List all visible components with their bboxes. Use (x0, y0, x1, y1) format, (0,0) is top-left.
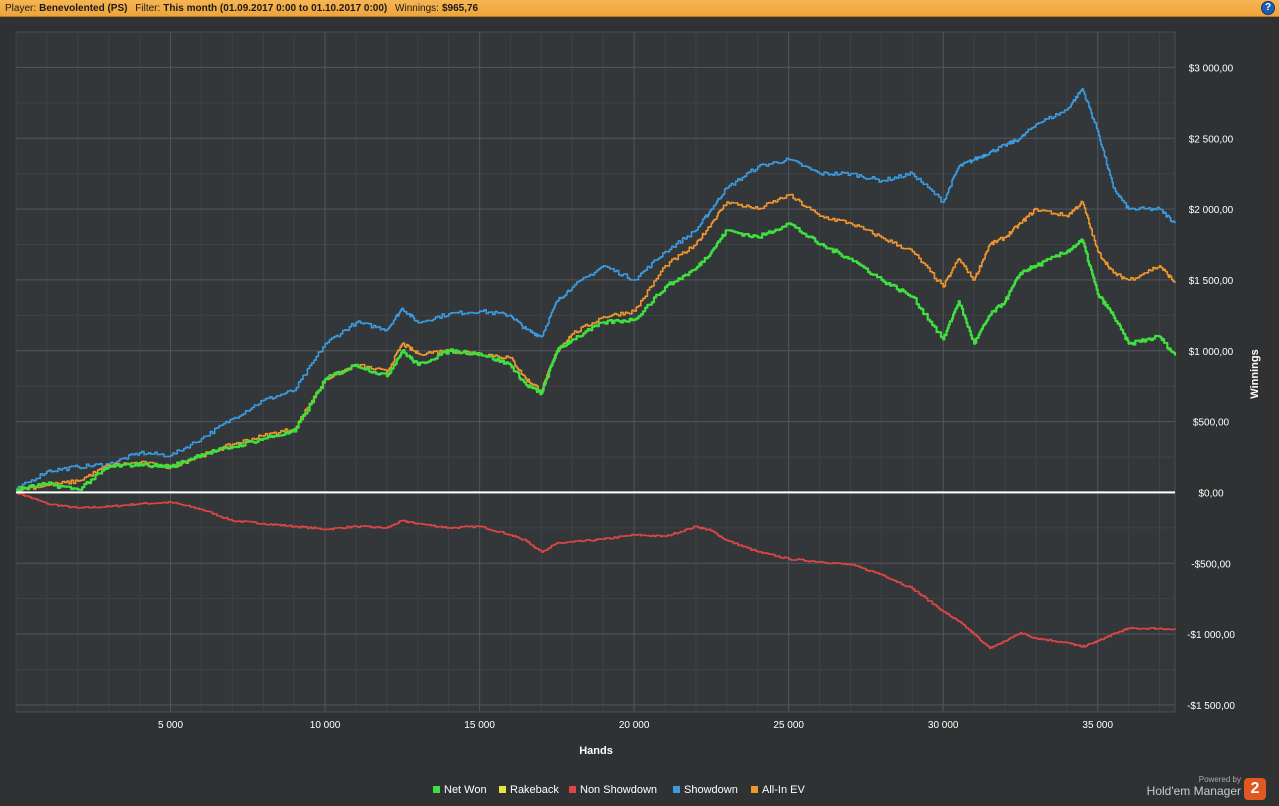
y-tick-label: $500,00 (1193, 418, 1230, 429)
legend-swatch (569, 786, 576, 793)
x-tick-label: 5 000 (158, 720, 183, 731)
y-tick-label: -$500,00 (1191, 559, 1231, 570)
powered-by-text: Powered by (1198, 775, 1241, 784)
legend-swatch (433, 786, 440, 793)
legend-swatch (751, 786, 758, 793)
major-grid (16, 32, 1175, 712)
player-value[interactable]: Benevolented (PS) (39, 3, 128, 14)
y-tick-label: -$1 000,00 (1187, 630, 1235, 641)
y-tick-label: -$1 500,00 (1187, 701, 1235, 712)
legend: Net Won Rakeback Non Showdown Showdown All-I… (433, 784, 805, 796)
filter-label: Filter: (135, 3, 161, 14)
winnings-label: Winnings: (395, 3, 439, 14)
series-line-showdown (16, 87, 1176, 491)
legend-label: Net Won (444, 784, 487, 796)
plot-area (15, 31, 1176, 713)
y-tick-label: $1 500,00 (1189, 276, 1234, 287)
legend-label: All-In EV (762, 784, 805, 796)
legend-label: Showdown (684, 784, 738, 796)
legend-swatch (499, 786, 506, 793)
product-name: Hold'em Manager (1146, 784, 1241, 798)
filter-value[interactable]: This month (01.09.2017 0:00 to 01.10.201… (163, 3, 388, 14)
x-tick-label: 25 000 (773, 720, 804, 731)
y-tick-labels: -$1 500,00 -$1 000,00 -$500,00 $0,00 $500,00… (1187, 63, 1235, 712)
y-tick-label: $3 000,00 (1189, 63, 1234, 74)
brand: Powered by Hold'em Manager (1147, 775, 1241, 798)
legend-label: Non Showdown (580, 784, 657, 796)
x-tick-label: 35 000 (1082, 720, 1113, 731)
series-line-net-won (16, 222, 1177, 492)
y-tick-label: $0,00 (1198, 488, 1223, 499)
y-tick-label: $2 000,00 (1189, 205, 1234, 216)
x-tick-label: 30 000 (928, 720, 959, 731)
legend-label: Rakeback (510, 784, 559, 796)
x-axis-label: Hands (579, 745, 613, 757)
filter-bar: Player: Benevolented (PS) Filter: This mon… (0, 0, 1279, 17)
winnings-value: $965,76 (441, 3, 479, 14)
x-tick-label: 20 000 (619, 720, 650, 731)
winnings-chart: 5 000 10 000 15 000 20 000 25 000 30 000 35 00… (15, 31, 1261, 796)
hm2-logo: 2 (1244, 778, 1266, 800)
x-tick-label: 15 000 (464, 720, 495, 731)
x-tick-labels: 5 000 10 000 15 000 20 000 25 000 30 000 35 00… (158, 720, 1113, 731)
y-axis-label: Winnings (1249, 349, 1261, 398)
x-tick-label: 10 000 (310, 720, 341, 731)
series-line-non-showdown (16, 491, 1176, 650)
help-icon[interactable]: ? (1261, 1, 1275, 15)
y-tick-label: $1 000,00 (1189, 347, 1234, 358)
y-tick-label: $2 500,00 (1189, 134, 1234, 145)
player-label: Player: (5, 3, 37, 14)
legend-swatch (673, 786, 680, 793)
